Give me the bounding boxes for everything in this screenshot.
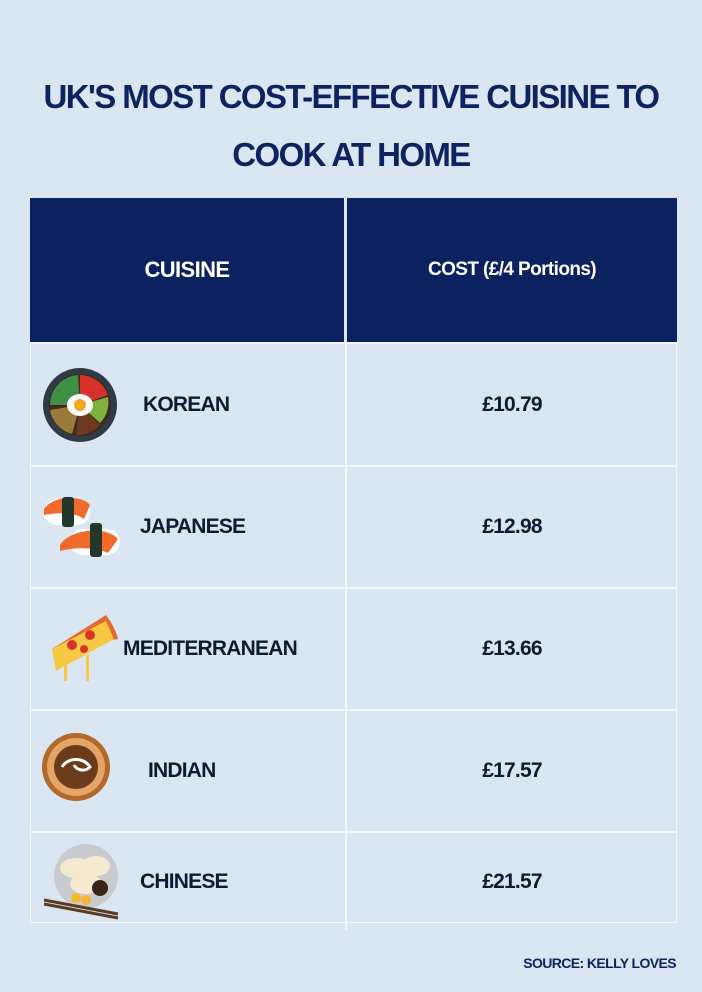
title: UK'S MOST COST-EFFECTIVE CUISINE TO COOK… (43, 78, 661, 173)
chinese-icon (43, 843, 119, 919)
cost-cell: £13.66 (482, 637, 542, 660)
table-row: MEDITERRANEAN £13.66 (30, 587, 677, 709)
cost-cell: £21.57 (482, 869, 542, 893)
rows: KOREAN £10.79 JAPANESE £12.98 MEDITERRANEAN £… (30, 342, 677, 930)
table: CUISINE COST (£/4 Portions) KOREAN £10.79… (30, 198, 677, 930)
japanese-icon (44, 497, 120, 557)
cuisine-name: CHINESE (140, 869, 229, 893)
cuisine-name: MEDITERRANEAN (123, 637, 298, 660)
table-row: KOREAN £10.79 (30, 342, 677, 465)
indian-icon (42, 733, 110, 801)
header-cell: COST (£/4 Portions) (347, 198, 677, 342)
header-cell: CUISINE (30, 198, 344, 342)
table-row: CHINESE £21.57 (30, 831, 677, 930)
cuisine-name: KOREAN (143, 392, 230, 416)
cuisine-cell: KOREAN (30, 344, 347, 465)
cuisine-cell: INDIAN (30, 711, 347, 831)
cuisine-cell: MEDITERRANEAN (30, 589, 347, 709)
table-row: INDIAN £17.57 (30, 709, 677, 831)
cuisine-cell: JAPANESE (30, 467, 347, 587)
table-row: JAPANESE £12.98 (30, 465, 677, 587)
korean-icon (43, 367, 117, 442)
header-row: CUISINE COST (£/4 Portions) (30, 198, 677, 342)
cuisine-cell: CHINESE (30, 833, 347, 930)
cost-cell: £10.79 (482, 392, 542, 416)
mediterranean-icon (52, 615, 118, 681)
source: SOURCE: KELLY LOVES (523, 955, 676, 971)
cost-cell: £12.98 (482, 515, 542, 538)
cuisine-name: INDIAN (148, 759, 216, 782)
cuisine-name: JAPANESE (140, 515, 246, 538)
cost-cell: £17.57 (482, 759, 542, 782)
table-frame (30, 342, 677, 923)
